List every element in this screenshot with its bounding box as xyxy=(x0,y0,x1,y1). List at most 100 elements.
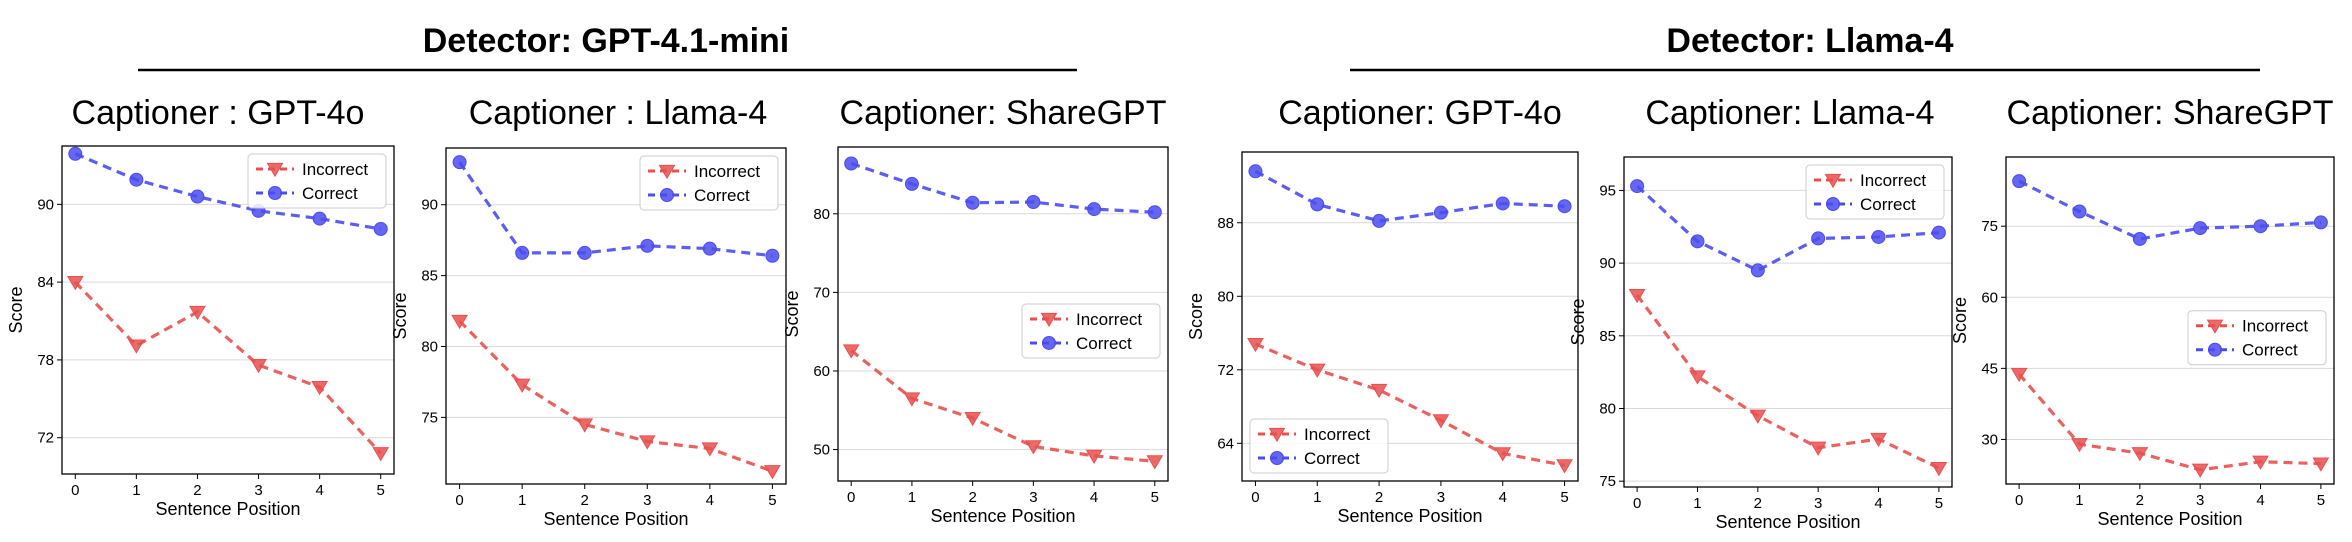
y-tick-label: 60 xyxy=(813,363,830,380)
chart-title: Captioner : GPT-4o xyxy=(72,94,365,132)
legend-label-incorrect: Incorrect xyxy=(1860,171,1926,190)
x-tick-label: 3 xyxy=(1814,495,1822,512)
legend: Incorrect Correct xyxy=(1249,418,1389,474)
series-line-correct xyxy=(850,161,1155,214)
x-tick-label: 4 xyxy=(1874,495,1882,512)
x-tick-label: 1 xyxy=(1313,489,1321,506)
data-point-incorrect xyxy=(2252,455,2269,470)
x-axis-label: Sentence Position xyxy=(930,506,1075,526)
data-point-incorrect xyxy=(1809,441,1827,456)
legend-label-correct: Correct xyxy=(1304,449,1360,468)
data-point-incorrect xyxy=(1370,383,1388,399)
data-point-incorrect xyxy=(513,378,531,393)
data-point-incorrect xyxy=(701,442,719,457)
data-point-incorrect xyxy=(638,435,656,450)
x-tick-label: 1 xyxy=(518,492,526,509)
data-point-correct xyxy=(68,146,83,161)
legend-marker-incorrect xyxy=(2206,319,2224,334)
y-axis-label: Score xyxy=(6,286,26,333)
y-tick-label: 88 xyxy=(1217,215,1234,232)
y-tick-label: 80 xyxy=(1217,288,1234,305)
legend-marker-incorrect xyxy=(1040,312,1058,328)
x-tick-label: 5 xyxy=(1560,489,1568,506)
plot-frame xyxy=(445,147,787,485)
data-point-incorrect xyxy=(1870,432,1887,448)
x-axis-label: Sentence Position xyxy=(1337,506,1482,526)
series-correct xyxy=(1248,164,1572,228)
x-axis-label: Sentence Position xyxy=(155,499,300,519)
data-point-incorrect xyxy=(66,276,84,291)
series-line-correct xyxy=(458,161,773,258)
legend: Incorrect Correct xyxy=(639,155,779,211)
series-line-correct xyxy=(1636,184,1939,273)
x-tick-label: 2 xyxy=(968,489,976,506)
x-tick-label: 1 xyxy=(132,482,140,499)
x-tick-label: 5 xyxy=(1935,495,1943,512)
data-point-correct xyxy=(1690,234,1705,249)
x-tick-label: 2 xyxy=(1375,489,1383,506)
y-tick-label: 84 xyxy=(37,274,54,291)
data-point-incorrect xyxy=(189,305,206,321)
y-tick-label: 64 xyxy=(1217,435,1234,452)
x-tick-label: 3 xyxy=(1437,489,1445,506)
chart-panel-1: Captioner : Llama-4 75 80 85 90 0 1 2 3 4 5 Sentenc… xyxy=(390,94,787,529)
y-axis-label: Score xyxy=(1186,293,1206,340)
x-tick-label: 5 xyxy=(768,492,776,509)
legend-label-incorrect: Incorrect xyxy=(2242,317,2308,336)
chart-title: Captioner: GPT-4o xyxy=(1278,94,1561,132)
legend-marker-correct xyxy=(268,186,282,200)
data-point-incorrect xyxy=(1024,440,1042,455)
data-point-incorrect xyxy=(964,412,982,427)
plot-frame xyxy=(837,146,1169,482)
chart-title: Captioner: ShareGPT xyxy=(840,94,1167,132)
data-point-incorrect xyxy=(1628,288,1646,304)
data-point-correct xyxy=(2012,174,2027,189)
legend-marker-incorrect xyxy=(1824,173,1842,189)
legend-label-correct: Correct xyxy=(694,186,750,205)
y-tick-label: 75 xyxy=(421,409,438,426)
data-point-correct xyxy=(1026,195,1041,210)
x-tick-label: 3 xyxy=(643,492,651,509)
x-tick-label: 1 xyxy=(908,489,916,506)
data-point-correct xyxy=(1871,229,1886,244)
legend-marker-incorrect xyxy=(658,164,676,180)
data-point-correct xyxy=(702,241,717,256)
data-point-incorrect xyxy=(250,358,267,374)
x-tick-label: 5 xyxy=(1151,489,1159,506)
data-point-correct xyxy=(1495,196,1510,211)
data-point-incorrect xyxy=(764,465,781,480)
y-axis-label: Score xyxy=(390,292,410,339)
data-point-correct xyxy=(1630,179,1645,194)
data-point-correct xyxy=(1310,197,1325,212)
data-point-incorrect xyxy=(1247,337,1264,353)
series-correct xyxy=(844,156,1162,220)
x-axis-label: Sentence Position xyxy=(543,509,688,529)
data-point-correct xyxy=(1087,202,1102,217)
legend-marker-correct xyxy=(2208,342,2222,357)
chart-title: Captioner: ShareGPT xyxy=(2007,94,2334,132)
legend-marker-correct xyxy=(1826,197,1840,211)
legend-marker-correct xyxy=(1270,451,1284,465)
legend: Incorrect Correct xyxy=(247,153,387,209)
x-tick-label: 0 xyxy=(1633,495,1641,512)
series-correct xyxy=(68,146,388,236)
data-point-incorrect xyxy=(2071,438,2088,453)
y-axis-label: Score xyxy=(1950,297,1970,344)
data-point-correct xyxy=(2313,215,2328,230)
series-line-incorrect xyxy=(458,319,773,473)
legend-marker-incorrect xyxy=(1268,427,1286,443)
x-tick-label: 4 xyxy=(315,482,323,499)
data-point-correct xyxy=(1811,231,1826,246)
series-incorrect xyxy=(451,314,781,480)
group-header-llama4: Detector: Llama-4 xyxy=(1350,22,2260,72)
x-tick-label: 1 xyxy=(2075,492,2083,509)
data-point-correct xyxy=(1248,164,1263,179)
y-tick-label: 90 xyxy=(1599,255,1616,272)
data-point-incorrect xyxy=(1930,461,1948,477)
data-point-correct xyxy=(2072,204,2087,219)
y-tick-label: 45 xyxy=(1981,360,1998,377)
x-tick-label: 3 xyxy=(254,482,262,499)
data-point-correct xyxy=(844,156,859,171)
series-incorrect xyxy=(842,344,1164,470)
